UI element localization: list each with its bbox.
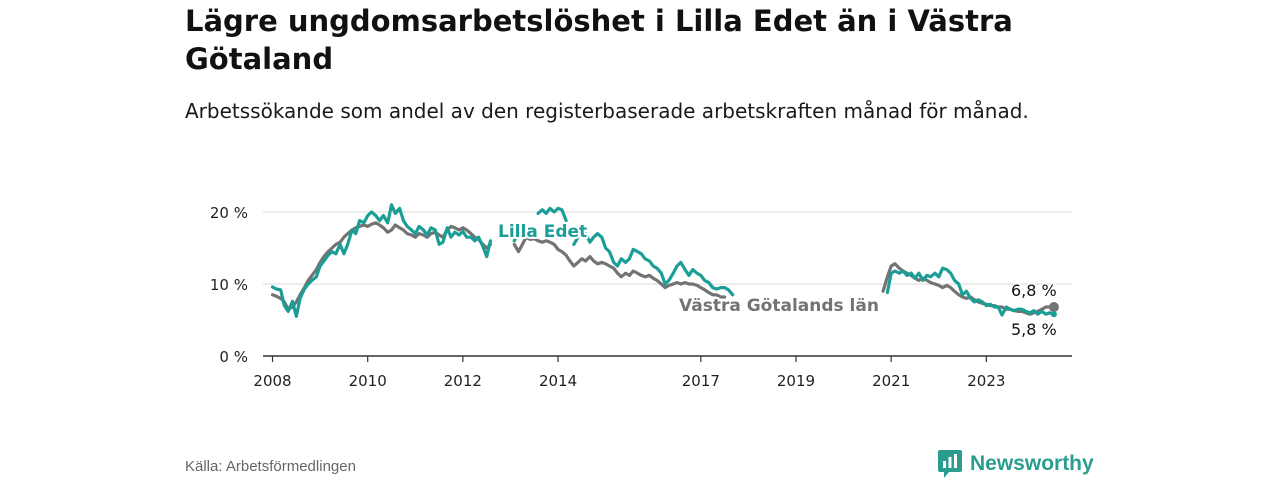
series-line-lilla-edet-3 (572, 228, 735, 297)
end-marker-lilla-edet (1050, 311, 1057, 318)
line-chart: Lilla Edet Västra Götalands län 6,8 % 5,8 %… (210, 203, 1072, 390)
series-label-vastra-gotaland: Västra Götalands län (679, 296, 879, 316)
chart-subtitle: Arbetssökande som andel av den registerb… (185, 99, 1029, 123)
x-tick-label: 2021 (872, 372, 910, 390)
chart-title: Lägre ungdomsarbetslöshet i Lilla Edet ä… (185, 4, 1013, 76)
y-tick-label: 20 % (210, 204, 248, 222)
series-line-vastra-gotaland-0 (270, 221, 493, 311)
x-tick-label: 2023 (967, 372, 1005, 390)
newsworthy-logo[interactable]: Newsworthy (937, 449, 1094, 479)
end-marker-vastra-gotaland (1048, 302, 1059, 313)
series-line-lilla-edet-2 (536, 206, 568, 223)
y-tick-label: 10 % (210, 276, 248, 294)
series-line-lilla-edet-1 (512, 228, 528, 243)
x-tick-label: 2019 (777, 372, 815, 390)
y-tick-label: 0 % (219, 348, 248, 366)
series-line-vastra-gotaland-1 (512, 235, 727, 299)
x-tick-label: 2008 (253, 372, 291, 390)
newsworthy-icon (938, 450, 962, 478)
x-tick-label: 2017 (682, 372, 720, 390)
end-label-vastra-gotaland: 6,8 % (1011, 281, 1057, 300)
x-tick-label: 2014 (539, 372, 577, 390)
x-tick-label: 2012 (444, 372, 482, 390)
series-line-lilla-edet-0 (270, 203, 493, 318)
brand-name: Newsworthy (970, 452, 1094, 475)
x-tick-label: 2010 (349, 372, 387, 390)
end-label-lilla-edet: 5,8 % (1011, 320, 1057, 339)
series-label-lilla-edet: Lilla Edet (498, 222, 587, 242)
source-note: Källa: Arbetsförmedlingen (185, 458, 356, 475)
series-line-lilla-edet-4 (885, 266, 1056, 317)
